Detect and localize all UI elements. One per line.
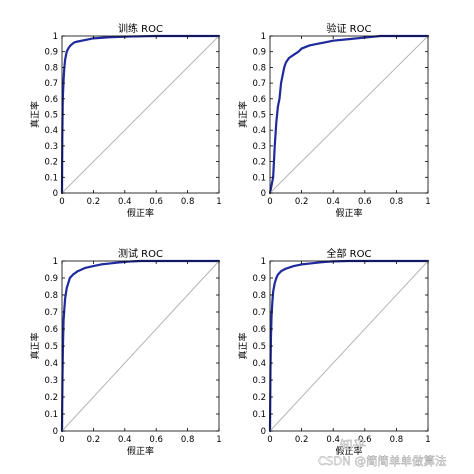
y-tick-label: 0.6 — [44, 325, 58, 335]
y-axis-label: 真正率 — [29, 101, 41, 128]
y-tick-label: 0.3 — [44, 142, 58, 152]
x-tick-label: 0.4 — [118, 435, 132, 445]
chance-diagonal — [61, 35, 220, 194]
y-tick-label: 0.6 — [44, 95, 58, 105]
x-tick-label: 0.6 — [358, 435, 372, 445]
x-tick-label: 0.8 — [181, 435, 195, 445]
x-tick-label: 0 — [59, 197, 64, 207]
y-tick-label: 0.9 — [252, 274, 266, 284]
roc-panel-3: 测试 ROC 0 0.2 0.4 0.6 0.8 1 0 0.1 0.2 0.3 0.4 0.5 0.6 0… — [29, 247, 222, 457]
x-tick-label: 0.2 — [295, 435, 309, 445]
x-tick-label: 0.8 — [181, 197, 195, 207]
y-tick-label: 0.3 — [252, 142, 266, 152]
x-tick-label: 0.2 — [87, 435, 101, 445]
y-tick-label: 0.8 — [252, 63, 266, 73]
y-tick-label: 0.4 — [252, 126, 266, 136]
y-tick-label: 0.9 — [44, 48, 58, 58]
chance-diagonal — [269, 260, 429, 432]
y-tick-label: 0.2 — [252, 158, 266, 168]
x-axis-label: 假正率 — [335, 207, 362, 219]
x-tick-label: 0 — [267, 197, 272, 207]
y-axis-label: 真正率 — [29, 332, 41, 359]
watermark: 知乎 CSDN @简简单单做算法 — [318, 438, 447, 468]
chart-title: 测试 ROC — [118, 247, 163, 260]
y-tick-label: 0.2 — [252, 393, 266, 403]
y-tick-label: 0 — [261, 427, 266, 437]
y-tick-label: 0.5 — [44, 342, 58, 352]
roc-curve — [268, 34, 430, 195]
y-tick-label: 0.8 — [44, 63, 58, 73]
y-tick-label: 0.7 — [44, 79, 58, 89]
y-tick-label: 0.8 — [252, 291, 266, 301]
y-tick-label: 0.5 — [252, 111, 266, 121]
y-tick-label: 0.5 — [252, 342, 266, 352]
chance-diagonal — [61, 260, 220, 432]
y-axis-label: 真正率 — [237, 101, 249, 128]
x-tick-label: 0.4 — [118, 197, 132, 207]
x-tick-label: 0.6 — [358, 197, 372, 207]
x-tick-label: 0.6 — [149, 197, 163, 207]
y-tick-label: 0.4 — [44, 359, 58, 369]
y-tick-label: 0.1 — [44, 173, 58, 183]
y-tick-label: 0 — [53, 427, 58, 437]
y-tick-label: 0.6 — [252, 325, 266, 335]
x-tick-label: 0.8 — [390, 435, 404, 445]
chart-title: 全部 ROC — [327, 247, 372, 260]
y-tick-label: 1 — [261, 257, 266, 267]
x-axis-label: 假正率 — [127, 445, 154, 457]
chart-title: 验证 ROC — [327, 22, 372, 35]
x-tick-label: 0.4 — [326, 435, 340, 445]
x-axis-label: 假正率 — [127, 207, 154, 219]
x-tick-label: 1 — [425, 197, 430, 207]
x-tick-label: 0.2 — [87, 197, 101, 207]
x-tick-label: 0.6 — [149, 435, 163, 445]
x-tick-label: 0.4 — [326, 197, 340, 207]
y-axis-label: 真正率 — [237, 332, 249, 359]
y-tick-label: 0.7 — [44, 308, 58, 318]
chance-diagonal — [269, 35, 429, 194]
chart-title: 训练 ROC — [118, 22, 163, 35]
y-tick-label: 0.1 — [252, 173, 266, 183]
roc-panel-2: 验证 ROC 0 0.2 0.4 0.6 0.8 1 0 0.1 0.2 0.3 0.4 0.5 0.6 0… — [237, 22, 431, 219]
y-tick-label: 0.5 — [44, 111, 58, 121]
y-tick-label: 0.2 — [44, 393, 58, 403]
y-tick-label: 0.3 — [44, 376, 58, 386]
y-tick-label: 0.9 — [44, 274, 58, 284]
x-tick-label: 0 — [59, 435, 64, 445]
y-tick-label: 0.2 — [44, 158, 58, 168]
watermark-csdn: CSDN @简简单单做算法 — [318, 454, 446, 468]
x-tick-label: 1 — [216, 435, 221, 445]
y-tick-label: 0.9 — [252, 48, 266, 58]
roc-panel-4: 全部 ROC 0 0.2 0.4 0.6 0.8 1 0 0.1 0.2 0.3 0.4 0.5 0.6 0… — [237, 247, 431, 457]
x-tick-label: 1 — [216, 197, 221, 207]
y-tick-label: 1 — [53, 257, 58, 267]
roc-panel-1: 训练 ROC 0 0.2 0.4 0.6 0.8 1 0 0.1 0.2 0.3 0.4 0.5 0.6 0… — [29, 22, 222, 219]
y-tick-label: 0.8 — [44, 291, 58, 301]
y-tick-label: 0.4 — [44, 126, 58, 136]
y-tick-label: 0.7 — [252, 308, 266, 318]
x-tick-label: 0.2 — [295, 197, 309, 207]
y-tick-label: 1 — [261, 32, 266, 42]
y-tick-label: 0.1 — [252, 410, 266, 420]
y-tick-label: 0 — [261, 189, 266, 199]
x-tick-label: 0 — [267, 435, 272, 445]
y-tick-label: 0.3 — [252, 376, 266, 386]
y-tick-label: 0.7 — [252, 79, 266, 89]
y-tick-label: 0 — [53, 189, 58, 199]
x-tick-label: 1 — [425, 435, 430, 445]
y-tick-label: 0.1 — [44, 410, 58, 420]
y-tick-label: 1 — [53, 32, 58, 42]
x-axis-label: 假正率 — [335, 445, 362, 457]
watermark-zhihu: 知乎 — [340, 438, 366, 454]
y-tick-label: 0.4 — [252, 359, 266, 369]
x-tick-label: 0.8 — [390, 197, 404, 207]
y-tick-label: 0.6 — [252, 95, 266, 105]
